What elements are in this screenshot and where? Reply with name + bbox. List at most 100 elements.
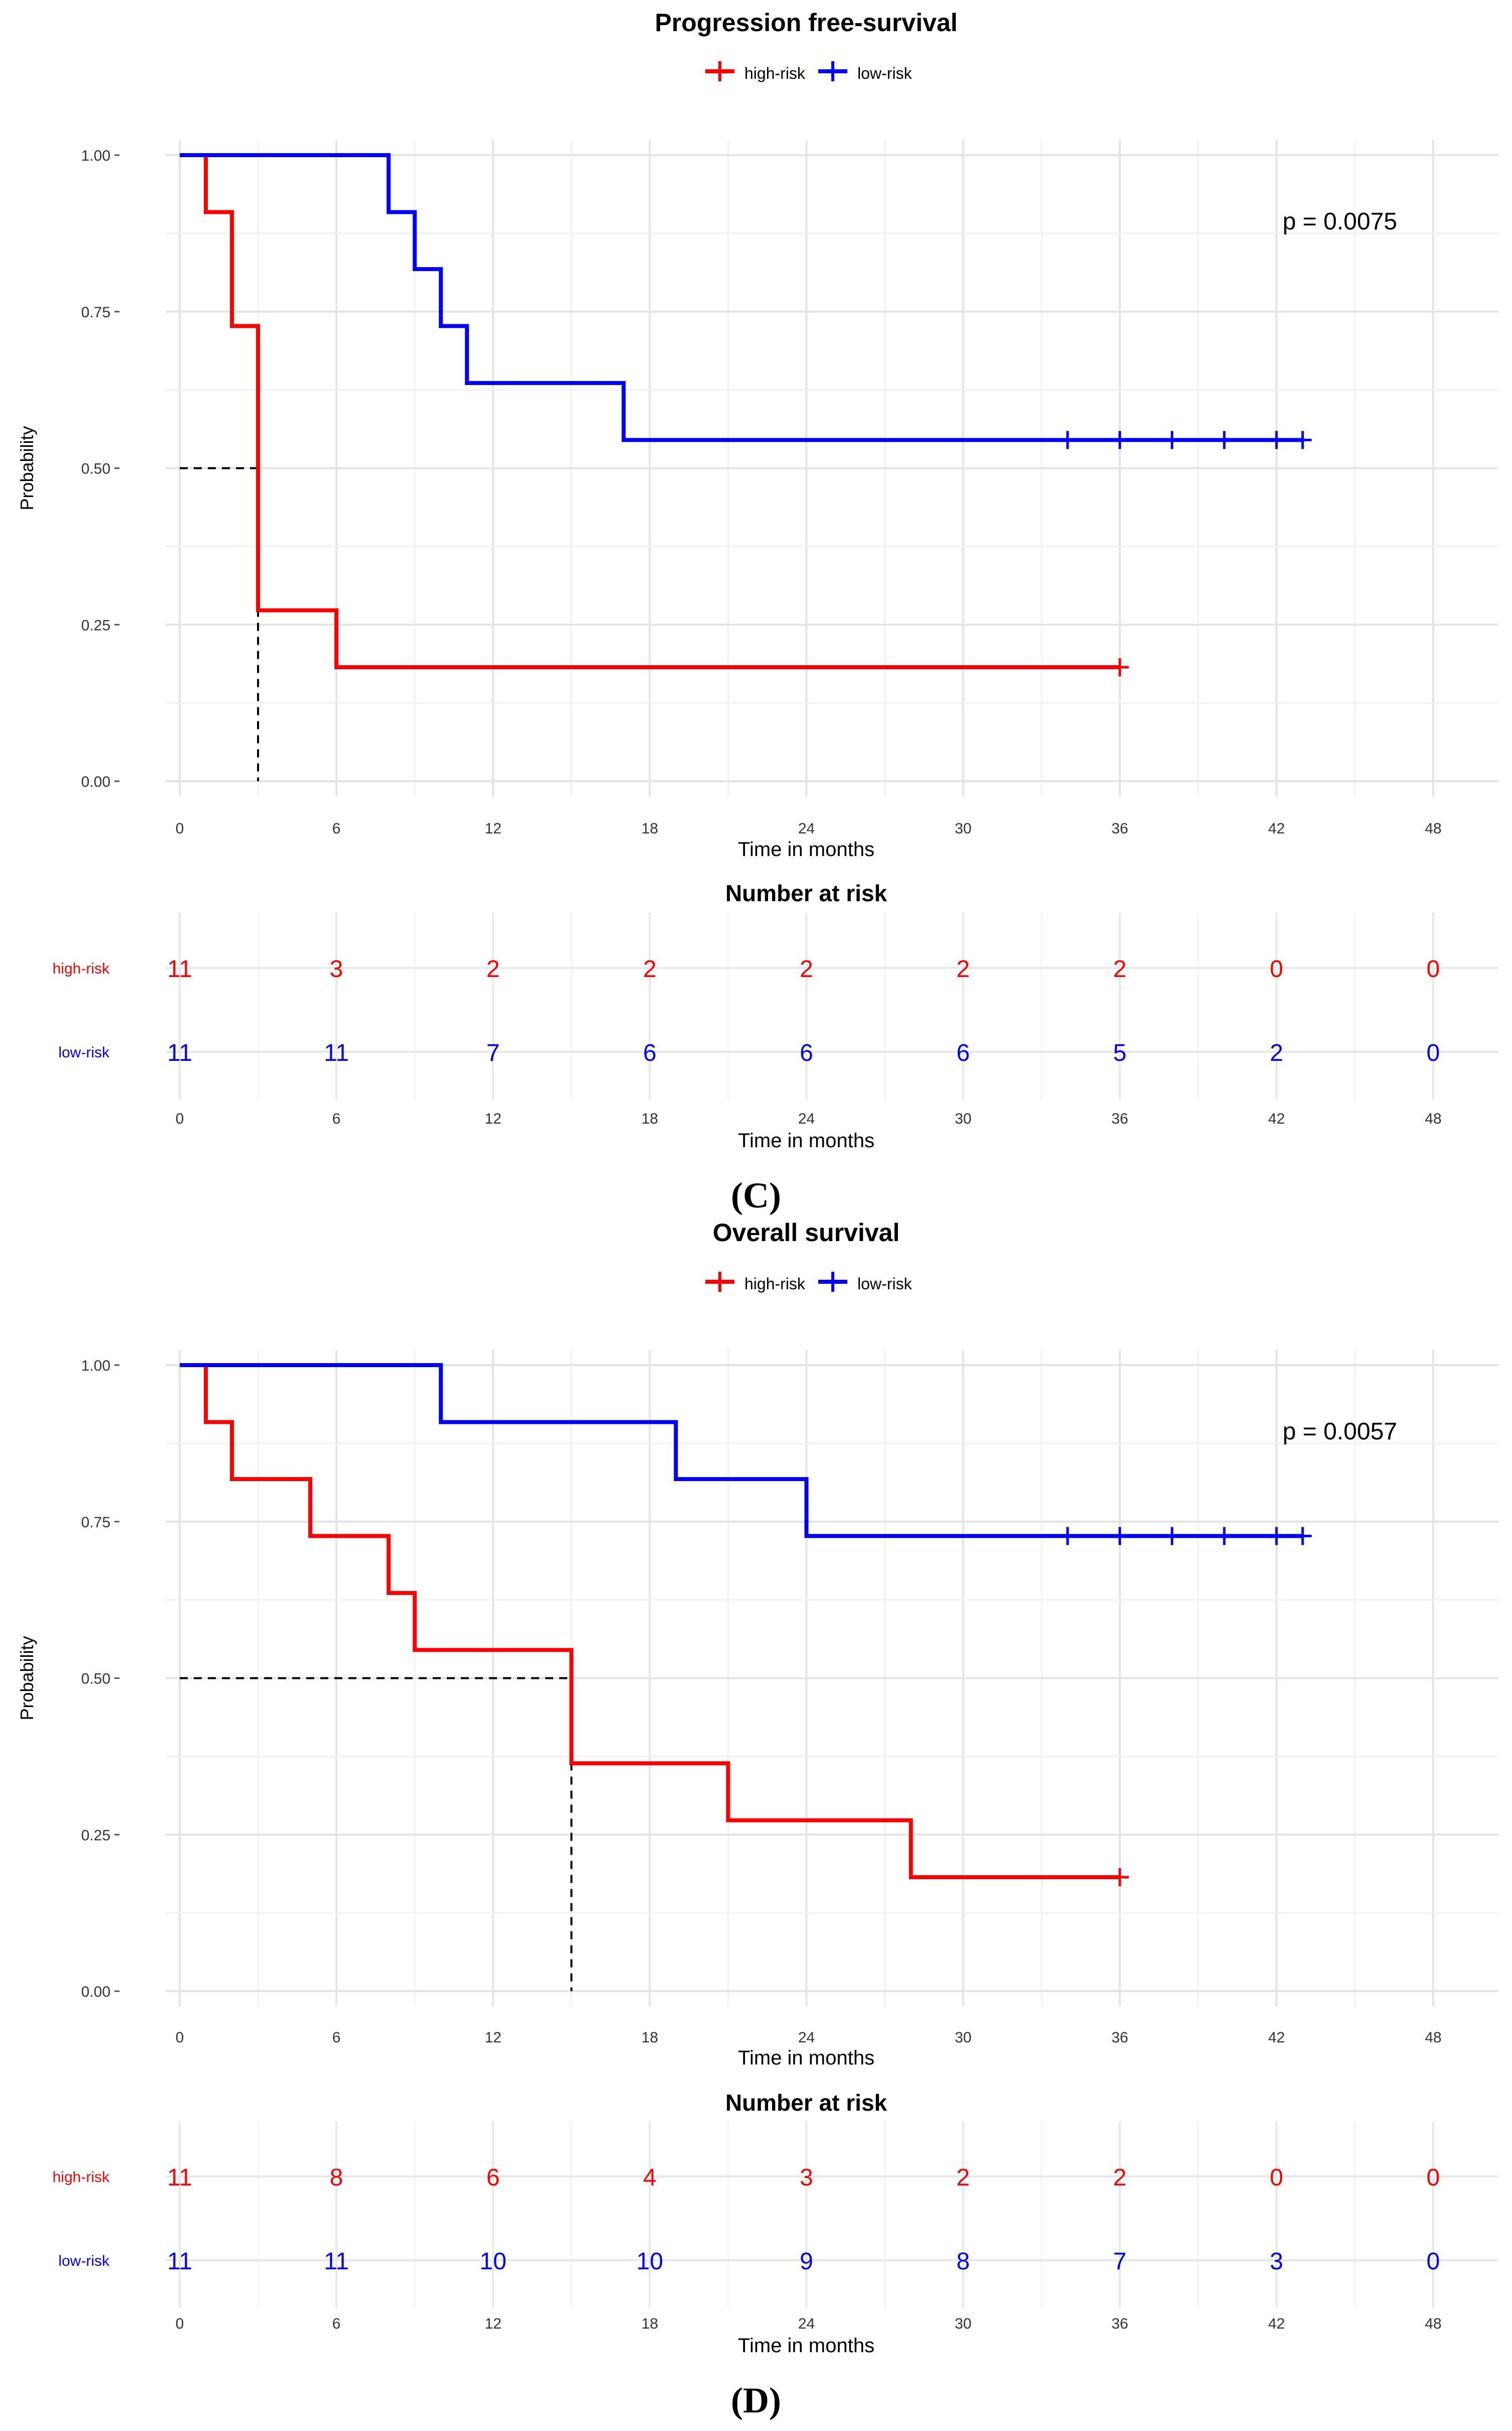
risk-table-x-tick-label: 18 — [642, 1111, 658, 1127]
risk-row-label-high-risk: high-risk — [53, 960, 110, 977]
risk-table-x-tick-label: 12 — [485, 1111, 501, 1127]
x-tick-label: 36 — [1111, 2029, 1128, 2046]
y-tick-label: 0.25 — [81, 617, 110, 634]
y-tick-label: 0.25 — [81, 1827, 110, 1844]
y-tick-label: 1.00 — [81, 148, 110, 164]
risk-count-high-risk: 4 — [643, 2164, 657, 2191]
risk-count-low-risk: 0 — [1427, 2248, 1440, 2275]
x-tick-label: 6 — [332, 2029, 341, 2046]
y-axis-label: Probability — [17, 426, 37, 510]
x-tick-label: 0 — [176, 820, 184, 837]
risk-count-low-risk: 9 — [800, 2248, 813, 2275]
x-tick-label: 12 — [485, 820, 501, 837]
risk-table-title: Number at risk — [725, 2090, 888, 2116]
y-tick-label: 0.75 — [81, 304, 110, 321]
risk-count-high-risk: 11 — [167, 2164, 192, 2191]
risk-table-x-tick-label: 0 — [176, 1111, 184, 1127]
risk-count-high-risk: 0 — [1270, 956, 1284, 983]
x-tick-label: 42 — [1268, 2029, 1285, 2046]
risk-count-high-risk: 2 — [956, 956, 970, 983]
risk-row-label-low-risk: low-risk — [58, 2253, 110, 2269]
legend-label-low-risk: low-risk — [857, 1275, 912, 1293]
y-axis-label: Probability — [17, 1636, 37, 1720]
risk-table-x-tick-label: 0 — [176, 2316, 184, 2332]
risk-table-x-tick-label: 48 — [1425, 2316, 1441, 2332]
legend: high-risk low-risk — [705, 1272, 912, 1293]
risk-count-low-risk: 6 — [800, 1040, 813, 1066]
risk-table: Number at risk high-risk 11 8 6 4 3 2 2 0 0 low-ris… — [53, 2090, 1498, 2357]
risk-table-x-tick-label: 6 — [332, 1111, 341, 1127]
x-tick-label: 30 — [955, 820, 971, 837]
x-axis-label: Time in months — [738, 838, 874, 861]
risk-table-x-tick-label: 12 — [485, 2316, 501, 2332]
risk-count-low-risk: 2 — [1270, 1040, 1284, 1066]
risk-table: Number at risk high-risk 11 3 2 2 2 2 2 0 0 low-ris… — [53, 880, 1498, 1152]
risk-count-high-risk: 2 — [1113, 2164, 1126, 2191]
risk-table-x-tick-label: 30 — [955, 1111, 971, 1127]
chart-panel-c: Progression free-survival high-risk low-ri… — [17, 9, 1498, 1216]
km-curve-high-risk — [180, 1363, 1120, 1880]
risk-count-low-risk: 11 — [167, 1040, 192, 1066]
risk-count-high-risk: 0 — [1270, 2164, 1284, 2191]
risk-table-title: Number at risk — [725, 880, 888, 906]
y-tick-label: 0.50 — [81, 461, 110, 477]
risk-table-x-tick-label: 48 — [1425, 1111, 1441, 1127]
plot-grid — [166, 140, 1498, 796]
risk-count-low-risk: 11 — [167, 2248, 192, 2275]
km-curve-low-risk — [180, 1363, 1303, 1538]
risk-table-x-tick-label: 42 — [1268, 2316, 1285, 2332]
km-curve-low-risk — [180, 153, 1303, 442]
panel-caption: (C) — [731, 1175, 781, 1216]
risk-count-high-risk: 0 — [1427, 2164, 1440, 2191]
risk-count-high-risk: 11 — [167, 956, 192, 983]
risk-row-label-high-risk: high-risk — [53, 2169, 110, 2185]
risk-count-low-risk: 6 — [643, 1040, 657, 1066]
y-tick-label: 0.00 — [81, 774, 110, 790]
risk-table-x-tick-label: 24 — [798, 2316, 815, 2332]
risk-count-low-risk: 3 — [1270, 2248, 1284, 2275]
x-tick-label: 24 — [798, 820, 815, 837]
risk-table-x-tick-label: 36 — [1111, 2316, 1128, 2332]
y-tick-label: 0.50 — [81, 1671, 110, 1687]
risk-count-low-risk: 11 — [324, 1040, 349, 1066]
risk-table-x-axis-label: Time in months — [738, 2335, 874, 2357]
risk-count-low-risk: 7 — [486, 1040, 500, 1066]
risk-table-x-axis-label: Time in months — [738, 1130, 874, 1152]
risk-count-high-risk: 3 — [330, 956, 343, 983]
risk-table-x-tick-label: 30 — [955, 2316, 971, 2332]
y-tick-label: 0.00 — [81, 1984, 110, 2000]
risk-count-low-risk: 11 — [324, 2248, 349, 2275]
y-tick-label: 1.00 — [81, 1358, 110, 1374]
risk-count-high-risk: 8 — [330, 2164, 343, 2191]
legend: high-risk low-risk — [705, 61, 912, 82]
x-tick-label: 48 — [1425, 820, 1441, 837]
legend-label-low-risk: low-risk — [857, 64, 912, 82]
x-tick-label: 18 — [642, 820, 658, 837]
risk-count-low-risk: 7 — [1113, 2248, 1126, 2275]
x-tick-label: 36 — [1111, 820, 1128, 837]
risk-count-high-risk: 0 — [1427, 956, 1440, 983]
risk-count-high-risk: 2 — [486, 956, 500, 983]
risk-count-high-risk: 2 — [956, 2164, 970, 2191]
x-tick-label: 0 — [176, 2029, 184, 2046]
x-tick-label: 18 — [642, 2029, 658, 2046]
risk-count-high-risk: 6 — [486, 2164, 500, 2191]
risk-count-low-risk: 0 — [1427, 1040, 1440, 1066]
chart-panel-d: Overall survival high-risk low-risk 0.00 0.2… — [17, 1219, 1498, 2420]
p-value-annotation: p = 0.0075 — [1283, 208, 1397, 235]
risk-table-x-tick-label: 42 — [1268, 1111, 1285, 1127]
x-tick-label: 30 — [955, 2029, 971, 2046]
risk-count-high-risk: 3 — [800, 2164, 813, 2191]
risk-count-low-risk: 6 — [956, 1040, 970, 1066]
x-axis-label: Time in months — [738, 2047, 874, 2069]
x-tick-label: 24 — [798, 2029, 815, 2046]
p-value-annotation: p = 0.0057 — [1283, 1418, 1397, 1445]
risk-count-high-risk: 2 — [1113, 956, 1126, 983]
risk-table-x-tick-label: 18 — [642, 2316, 658, 2332]
legend-label-high-risk: high-risk — [744, 64, 806, 82]
chart-title: Overall survival — [713, 1219, 900, 1247]
x-tick-label: 48 — [1425, 2029, 1441, 2046]
risk-count-high-risk: 2 — [800, 956, 813, 983]
panel-caption: (D) — [731, 2380, 781, 2420]
